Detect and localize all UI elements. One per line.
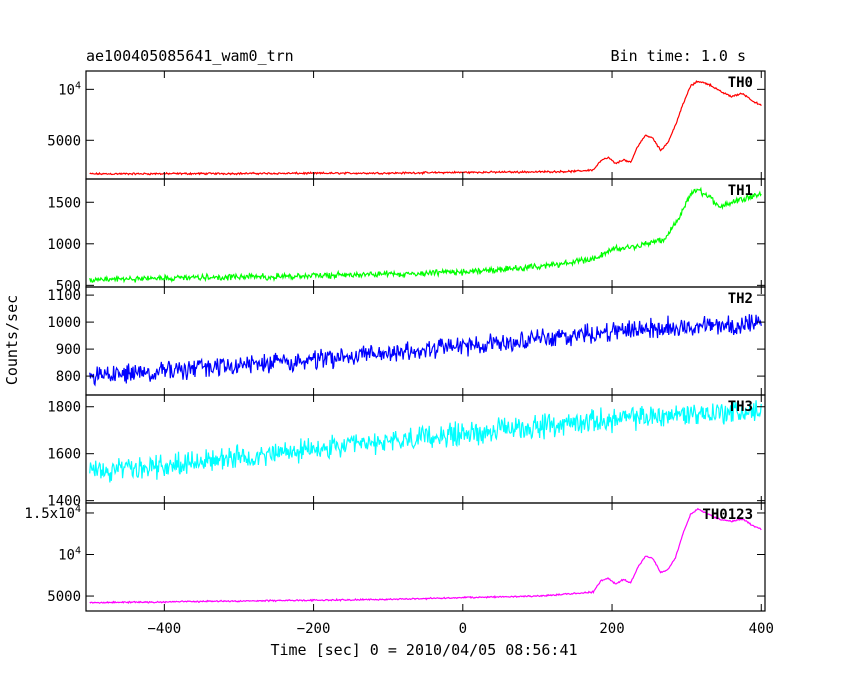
bin-time-label: Bin time: 1.0 s: [611, 47, 746, 65]
x-tick-label: 400: [749, 621, 774, 637]
panels: 5000 104 TH0 500 1000 1500 TH1 800 900 1000 1100 TH…: [24, 70, 774, 637]
panel-frame-th1: [85, 178, 766, 288]
y-tick-label-th1: 500: [56, 278, 81, 294]
panel-label-th0123: TH0123: [702, 507, 753, 523]
x-axis-label: Time [sec] 0 = 2010/04/05 08:56:41: [270, 641, 577, 659]
y-tick-label-th3: 1400: [47, 494, 81, 510]
y-tick-label-th3: 1600: [47, 447, 81, 463]
y-tick-label-th0: 104: [58, 80, 81, 98]
x-tick-label: 0: [459, 621, 467, 637]
y-tick-label-th2: 1100: [47, 288, 81, 304]
x-tick-label: 200: [599, 621, 624, 637]
panel-frame-th0123: [85, 502, 766, 612]
panel-label-th0: TH0: [728, 75, 753, 91]
y-tick-label-th0123: 104: [58, 546, 81, 564]
x-tick-label: −400: [147, 621, 181, 637]
panel-label-th2: TH2: [728, 291, 753, 307]
panel-label-th3: TH3: [728, 399, 753, 415]
panel-frame-th0: [85, 70, 766, 180]
series-line-th0: [89, 80, 762, 176]
y-tick-label-th0123: 5000: [47, 589, 81, 605]
series-line-th1: [89, 186, 762, 284]
y-tick-label-th1: 1000: [47, 237, 81, 253]
panel-frame-th2: [85, 286, 766, 396]
y-tick-label-th2: 1000: [47, 315, 81, 331]
series-line-th3: [89, 400, 762, 483]
y-tick-label-th2: 900: [56, 342, 81, 358]
y-tick-label-th3: 1800: [47, 400, 81, 416]
series-line-th2: [89, 314, 762, 387]
y-tick-label-th2: 800: [56, 369, 81, 385]
series-line-th0123: [89, 507, 762, 605]
y-axis-label: Counts/sec: [3, 295, 21, 385]
panel-label-th1: TH1: [728, 183, 753, 199]
y-tick-label-th1: 1500: [47, 195, 81, 211]
x-tick-label: −200: [297, 621, 331, 637]
y-tick-label-th0: 5000: [47, 133, 81, 149]
y-tick-label-th0123: 1.5x104: [24, 504, 81, 522]
chart-title: ae100405085641_wam0_trn: [86, 47, 294, 65]
